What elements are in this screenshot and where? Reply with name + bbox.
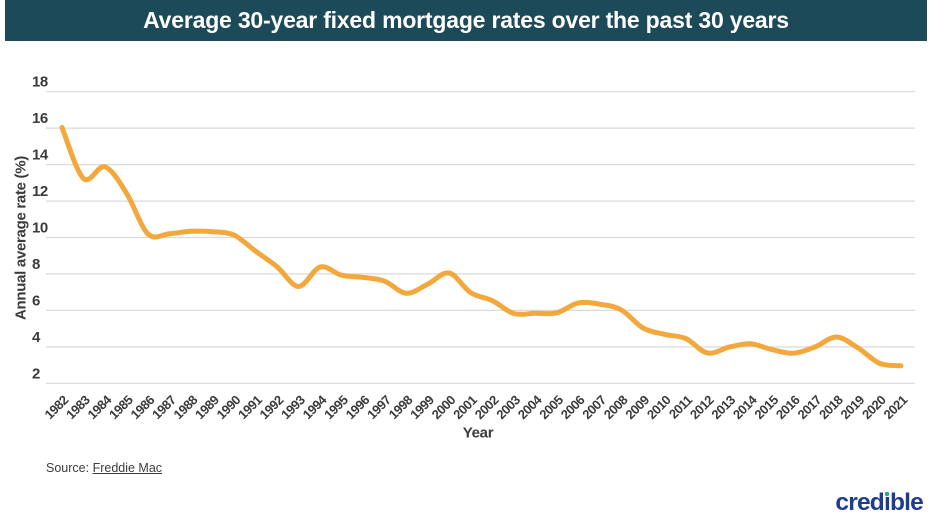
y-tick-label: 18 <box>32 74 48 91</box>
y-tick-label: 6 <box>32 292 40 309</box>
y-tick-label: 12 <box>32 183 48 200</box>
x-tick-label: 2021 <box>880 392 910 422</box>
gridlines <box>46 91 915 384</box>
x-axis-title: Year <box>462 424 494 442</box>
chart-title: Average 30-year fixed mortgage rates ove… <box>143 7 789 33</box>
y-tick-label: 14 <box>32 147 49 164</box>
y-tick-label: 8 <box>32 256 40 273</box>
y-tick-label: 16 <box>32 110 48 127</box>
logo-i-dot-icon <box>884 491 890 496</box>
credible-logo: cred ıble <box>835 489 923 516</box>
source-note: Source: Freddie Mac <box>46 461 162 475</box>
rate-line <box>59 124 904 369</box>
y-tick-label: 4 <box>32 329 41 346</box>
title-banner: Average 30-year fixed mortgage rates ove… <box>5 0 927 41</box>
y-tick-label: 2 <box>32 365 40 382</box>
source-label: Source: <box>46 461 93 475</box>
x-tick-labels: 1982198319841985198619871988198919901991… <box>41 392 910 423</box>
y-tick-label: 10 <box>32 220 48 237</box>
source-link[interactable]: Freddie Mac <box>92 461 163 475</box>
y-tick-labels: 2 4 6 8 10 12 14 16 18 <box>32 74 49 383</box>
